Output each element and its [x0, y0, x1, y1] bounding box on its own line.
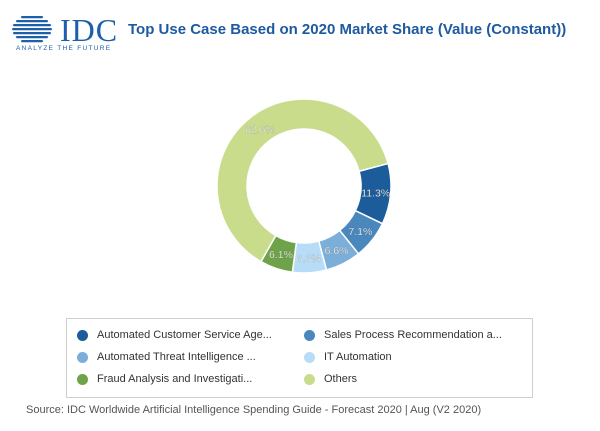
- legend-label: Automated Customer Service Age...: [97, 329, 272, 341]
- donut-slice-5[interactable]: [216, 98, 389, 263]
- legend-label: Fraud Analysis and Investigati...: [97, 373, 253, 385]
- legend-swatch-icon: [304, 351, 315, 363]
- slice-data-label-3: 6.3%: [297, 253, 321, 265]
- legend-label: Sales Process Recommendation a...: [324, 329, 502, 341]
- slice-data-label-4: 6.1%: [269, 249, 293, 261]
- slice-data-label-1: 7.1%: [348, 226, 372, 238]
- chart-legend: Automated Customer Service Age... Sales P…: [66, 318, 533, 398]
- legend-label: Others: [324, 373, 358, 385]
- logo-wordmark: IDC: [60, 12, 119, 48]
- legend-label: Automated Threat Intelligence ...: [97, 351, 256, 363]
- legend-item[interactable]: Others: [304, 370, 357, 388]
- legend-item[interactable]: Fraud Analysis and Investigati...: [77, 370, 252, 388]
- chart-title: Top Use Case Based on 2020 Market Share …: [128, 21, 567, 38]
- idc-logo: IDC ANALYZE THE FUTURE: [8, 14, 120, 54]
- legend-label: IT Automation: [324, 351, 392, 363]
- legend-item[interactable]: Automated Threat Intelligence ...: [77, 348, 256, 366]
- globe-icon: [12, 16, 52, 43]
- logo-tagline: ANALYZE THE FUTURE: [16, 45, 112, 52]
- legend-swatch-icon: [77, 373, 88, 385]
- legend-swatch-icon: [304, 373, 315, 385]
- donut-chart: 11.3% 7.1% 6.6% 6.3% 6.1% 62.6%: [216, 98, 392, 274]
- slice-data-label-5: 62.6%: [245, 124, 275, 136]
- slice-data-label-2: 6.6%: [325, 245, 349, 257]
- source-note: Source: IDC Worldwide Artificial Intelli…: [26, 404, 482, 416]
- legend-item[interactable]: Sales Process Recommendation a...: [304, 326, 502, 344]
- legend-swatch-icon: [304, 329, 315, 341]
- legend-item[interactable]: Automated Customer Service Age...: [77, 326, 272, 344]
- slice-data-label-0: 11.3%: [361, 188, 390, 200]
- legend-swatch-icon: [77, 329, 88, 341]
- legend-item[interactable]: IT Automation: [304, 348, 392, 366]
- legend-swatch-icon: [77, 351, 88, 363]
